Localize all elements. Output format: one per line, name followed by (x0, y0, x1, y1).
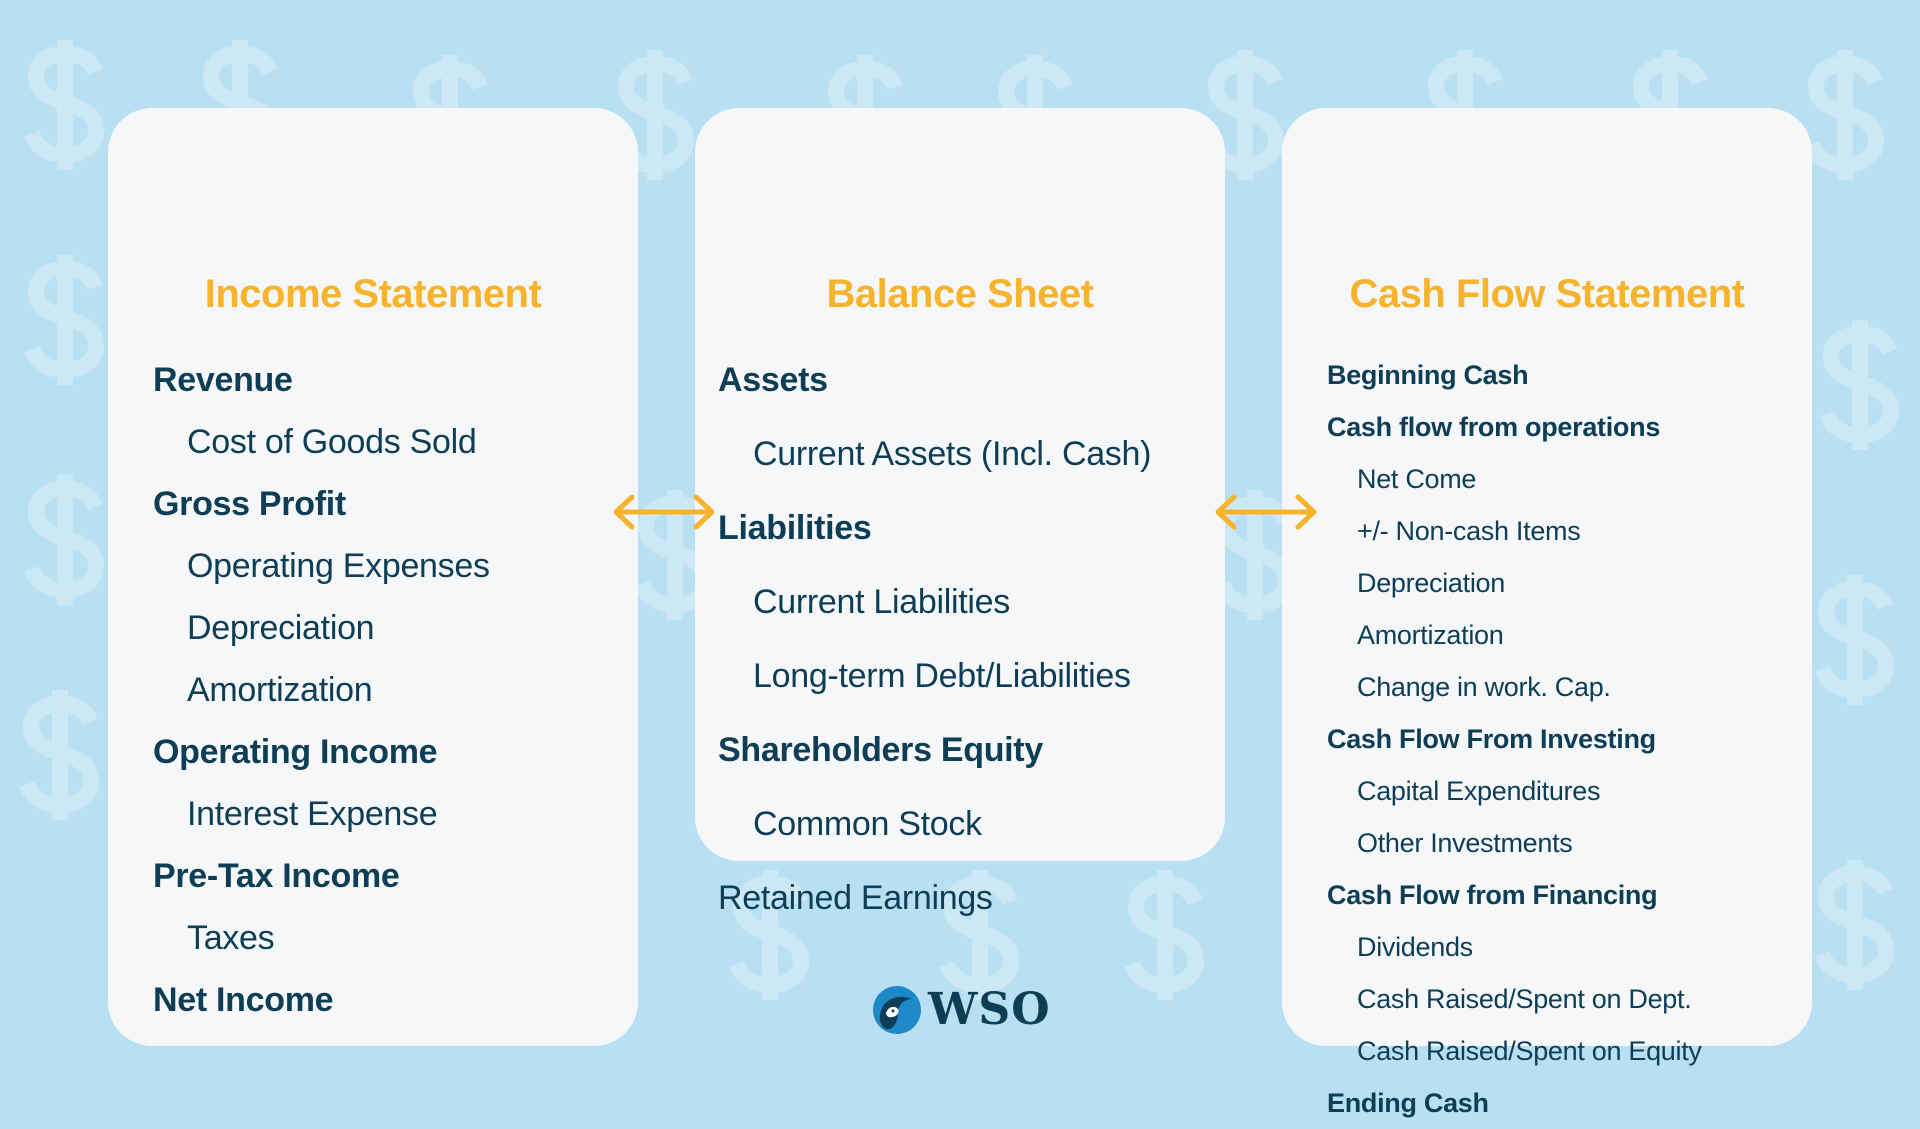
income-statement-card: Income Statement Revenue Cost of Goods So… (108, 108, 638, 1046)
list-item: Beginning Cash (1327, 360, 1529, 390)
list-item: Ending Cash (1327, 1088, 1489, 1118)
card-title: Income Statement (204, 272, 542, 316)
list-item: Change in work. Cap. (1357, 672, 1611, 702)
dollar-sign-icon (1124, 870, 1205, 1000)
dollar-sign-icon (1204, 50, 1285, 180)
list-item: +/- Non-cash Items (1357, 516, 1581, 546)
balance-sheet-items: Assets Current Assets (Incl. Cash) Liabili… (718, 343, 1151, 935)
list-item: Capital Expenditures (1357, 776, 1601, 806)
dollar-sign-icon (24, 475, 105, 605)
dollar-sign-icon (614, 50, 695, 180)
list-item: Cash Raised/Spent on Equity (1357, 1036, 1702, 1066)
wso-logo-text: WSO (928, 984, 1051, 1035)
list-item: Depreciation (1357, 568, 1505, 598)
list-item: Current Liabilities (753, 583, 1010, 621)
list-item: Depreciation (187, 609, 375, 647)
balance-sheet-card: Balance Sheet Assets Current Assets (Incl… (695, 108, 1225, 917)
double-headed-arrow-icon (613, 494, 715, 530)
wso-logo-icon (873, 985, 921, 1034)
dollar-sign-icon (19, 690, 100, 820)
list-item: Net Come (1357, 464, 1477, 494)
list-item: Interest Expense (187, 795, 438, 833)
list-item: Revenue (153, 361, 293, 399)
list-item: Liabilities (718, 509, 872, 547)
double-headed-arrow-icon (1215, 494, 1317, 530)
list-item: Cost of Goods Sold (187, 423, 477, 461)
list-item: Assets (718, 361, 828, 399)
dollar-sign-icon (1819, 320, 1900, 450)
list-item: Operating Expenses (187, 547, 490, 585)
list-item: Taxes (187, 919, 275, 957)
list-item: Retained Earnings (718, 879, 993, 917)
dollar-sign-icon (24, 40, 105, 170)
card-title: Cash Flow Statement (1349, 272, 1745, 316)
list-item: Cash flow from operations (1327, 412, 1661, 442)
card-title: Balance Sheet (826, 272, 1094, 316)
dollar-sign-icon (1804, 50, 1885, 180)
list-item: Operating Income (153, 733, 438, 771)
dollar-sign-icon (1814, 575, 1895, 705)
wso-logo: WSO (872, 984, 1051, 1035)
list-item: Other Investments (1357, 828, 1573, 858)
list-item: Amortization (1357, 620, 1504, 650)
cash-flow-statement-items: Beginning Cash Cash flow from operations N… (1327, 349, 1702, 1129)
list-item: Pre-Tax Income (153, 857, 400, 895)
list-item: Net Income (153, 981, 334, 1019)
list-item: Long-term Debt/Liabilities (753, 657, 1131, 695)
list-item: Amortization (187, 671, 373, 709)
dollar-sign-icon (24, 255, 105, 385)
list-item: Cash Flow from Financing (1327, 880, 1658, 910)
dollar-sign-icon (1814, 860, 1895, 990)
list-item: Cash Flow From Investing (1327, 724, 1656, 754)
list-item: Common Stock (753, 805, 982, 843)
list-item: Current Assets (Incl. Cash) (753, 435, 1152, 473)
list-item: Cash Raised/Spent on Dept. (1357, 984, 1692, 1014)
income-statement-items: Revenue Cost of Goods Sold Gross Profit Ope… (153, 349, 490, 1031)
cash-flow-statement-card: Cash Flow Statement Beginning Cash Cash f… (1282, 108, 1812, 1118)
list-item: Shareholders Equity (718, 731, 1043, 769)
list-item: Dividends (1357, 932, 1473, 962)
dollar-sign-icon (729, 870, 810, 1000)
list-item: Gross Profit (153, 485, 346, 523)
dollar-sign-icon (939, 870, 1020, 1000)
